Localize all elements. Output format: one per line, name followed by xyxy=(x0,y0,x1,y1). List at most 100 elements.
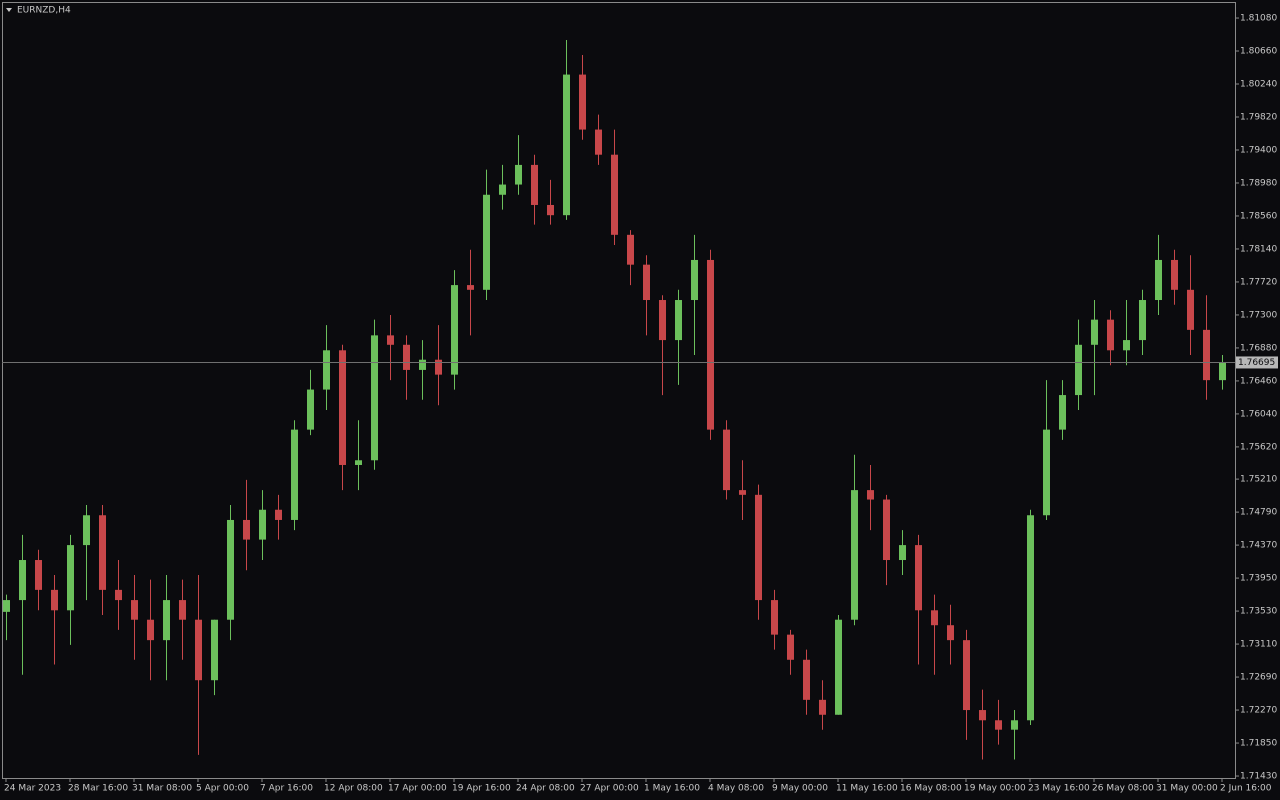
candle-body xyxy=(83,515,90,546)
candle-body xyxy=(387,335,394,345)
candle-body xyxy=(323,350,330,390)
candle-body xyxy=(595,129,602,155)
menu-arrow[interactable] xyxy=(6,8,12,12)
x-tick-label: 9 May 00:00 xyxy=(772,784,828,794)
candle-body xyxy=(19,560,26,601)
y-tick-label: 1.76460 xyxy=(1240,376,1277,386)
x-tick-label: 5 Apr 00:00 xyxy=(196,784,249,794)
candle-body xyxy=(1203,329,1210,381)
candle-body xyxy=(371,335,378,461)
candle-body xyxy=(819,699,826,715)
x-tick-label: 19 May 00:00 xyxy=(964,784,1026,794)
candle-body xyxy=(851,490,858,620)
y-tick-label: 1.80240 xyxy=(1240,80,1277,90)
candle-body xyxy=(1027,515,1034,721)
candle-body xyxy=(467,285,474,290)
candle-body xyxy=(307,389,314,430)
candle-body xyxy=(611,154,618,235)
candle-body xyxy=(739,490,746,495)
y-tick-label: 1.77300 xyxy=(1240,310,1277,320)
candle-body xyxy=(147,619,154,641)
candle-body xyxy=(275,509,282,520)
candle-body xyxy=(355,460,362,465)
candle-body xyxy=(403,344,410,370)
candle-body xyxy=(531,164,538,205)
x-tick-label: 26 May 08:00 xyxy=(1092,784,1154,794)
candle-body xyxy=(771,600,778,635)
candle-body xyxy=(915,545,922,611)
y-tick-label: 1.80660 xyxy=(1240,47,1277,57)
candle-body xyxy=(1043,429,1050,516)
x-tick-label: 4 May 08:00 xyxy=(708,784,764,794)
candle-body xyxy=(755,494,762,601)
candle-body xyxy=(899,545,906,561)
y-tick-label: 1.75210 xyxy=(1240,475,1277,485)
candle-body xyxy=(803,659,810,700)
candle-body xyxy=(1219,362,1226,381)
x-tick-label: 1 May 16:00 xyxy=(644,784,700,794)
candle-body xyxy=(675,300,682,341)
candle-body xyxy=(627,234,634,265)
y-tick-label: 1.76040 xyxy=(1240,409,1277,419)
last-price-label: 1.76695 xyxy=(1238,358,1275,368)
candle-body xyxy=(1187,289,1194,330)
y-tick-label: 1.81080 xyxy=(1240,14,1277,24)
x-tick-label: 31 Mar 08:00 xyxy=(132,784,192,794)
candle-body xyxy=(787,634,794,660)
x-tick-label: 28 Mar 16:00 xyxy=(68,784,128,794)
y-tick-label: 1.77720 xyxy=(1240,277,1277,287)
candle-body xyxy=(179,600,186,620)
candle-body xyxy=(883,499,890,561)
candle-body xyxy=(579,74,586,130)
y-tick-label: 1.72690 xyxy=(1240,673,1277,683)
candle-body xyxy=(995,720,1002,730)
candle-body xyxy=(563,74,570,216)
x-tick-label: 2 Jun 16:00 xyxy=(1220,784,1272,794)
x-tick-label: 24 Apr 08:00 xyxy=(516,784,575,794)
candle-body xyxy=(195,619,202,681)
y-tick-label: 1.73950 xyxy=(1240,574,1277,584)
candle-body xyxy=(499,184,506,195)
candle-body xyxy=(515,164,522,185)
candle-body xyxy=(163,600,170,641)
candle-body xyxy=(211,619,218,681)
x-tick-label: 19 Apr 16:00 xyxy=(452,784,511,794)
y-tick-label: 1.73110 xyxy=(1240,640,1277,650)
candle-body xyxy=(291,429,298,520)
last-price-box xyxy=(1236,356,1278,369)
candle-body xyxy=(451,285,458,375)
y-tick-label: 1.78140 xyxy=(1240,244,1277,254)
y-tick-label: 1.78980 xyxy=(1240,178,1277,188)
candle-body xyxy=(35,560,42,590)
candle-body xyxy=(707,259,714,430)
candle-body xyxy=(227,519,234,620)
candle-body xyxy=(979,710,986,721)
y-tick-label: 1.72270 xyxy=(1240,706,1277,716)
candle-body xyxy=(243,519,250,540)
y-tick-label: 1.73530 xyxy=(1240,607,1277,617)
candle-body xyxy=(67,545,74,611)
y-tick-label: 1.78560 xyxy=(1240,211,1277,221)
y-tick-label: 1.74790 xyxy=(1240,508,1277,518)
candle-body xyxy=(947,625,954,641)
candle-body xyxy=(51,589,58,611)
x-tick-label: 24 Mar 2023 xyxy=(4,784,61,794)
x-tick-label: 12 Apr 08:00 xyxy=(324,784,383,794)
candle-body xyxy=(419,359,426,370)
y-tick-label: 1.71850 xyxy=(1240,739,1277,749)
candle-body xyxy=(259,509,266,540)
candle-body xyxy=(1171,259,1178,290)
candle-body xyxy=(99,515,106,590)
candle-body xyxy=(3,600,10,612)
candle-body xyxy=(483,194,490,290)
y-tick-label: 1.71430 xyxy=(1240,772,1277,782)
candle-body xyxy=(835,619,842,715)
candle-body xyxy=(963,640,970,711)
candle-body xyxy=(1123,340,1130,351)
candle-body xyxy=(435,359,442,375)
candle-body xyxy=(131,600,138,620)
y-tick-label: 1.79400 xyxy=(1240,145,1277,155)
x-tick-label: 31 May 00:00 xyxy=(1156,784,1218,794)
plot-border xyxy=(2,2,1236,779)
